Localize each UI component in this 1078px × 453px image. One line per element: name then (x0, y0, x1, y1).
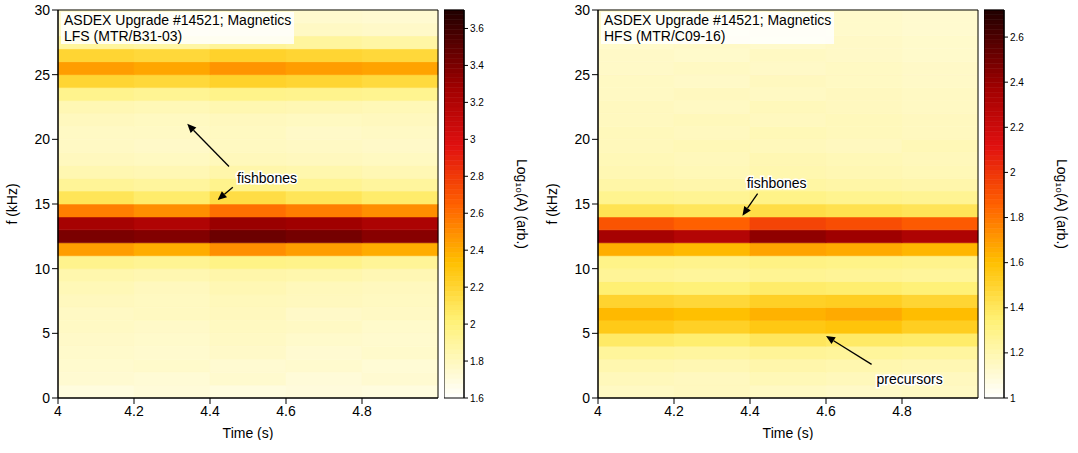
svg-text:15: 15 (34, 196, 50, 212)
svg-text:4.2: 4.2 (664, 403, 684, 419)
svg-text:1.4: 1.4 (1010, 302, 1024, 313)
svg-text:2: 2 (470, 319, 476, 330)
svg-text:1.8: 1.8 (1010, 212, 1024, 223)
svg-text:4.8: 4.8 (352, 403, 372, 419)
svg-text:4.4: 4.4 (200, 403, 220, 419)
html-text:LFS (MTR/B31-03): LFS (MTR/B31-03) (64, 28, 183, 44)
svg-text:15: 15 (574, 196, 590, 212)
html-text:HFS (MTR/C09-16): HFS (MTR/C09-16) (604, 28, 726, 44)
svg-text:fishbones: fishbones (747, 175, 807, 191)
svg-text:10: 10 (574, 261, 590, 277)
svg-text:4.6: 4.6 (276, 403, 296, 419)
svg-text:2.2: 2.2 (470, 282, 484, 293)
svg-text:f (kHz): f (kHz) (544, 183, 560, 224)
svg-text:0: 0 (582, 390, 590, 406)
svg-text:20: 20 (574, 131, 590, 147)
svg-text:fishbones: fishbones (237, 170, 297, 186)
svg-text:1.2: 1.2 (1010, 347, 1024, 358)
svg-text:Time (s): Time (s) (223, 425, 274, 440)
svg-text:2.2: 2.2 (1010, 122, 1024, 133)
svg-text:1.6: 1.6 (470, 393, 484, 404)
svg-text:precursors: precursors (877, 371, 943, 387)
svg-text:3.6: 3.6 (470, 23, 484, 34)
svg-text:4.6: 4.6 (816, 403, 836, 419)
svg-text:4.4: 4.4 (740, 403, 760, 419)
svg-text:4.8: 4.8 (892, 403, 912, 419)
svg-text:3: 3 (470, 134, 476, 145)
svg-text:4: 4 (54, 403, 62, 419)
svg-text:2.4: 2.4 (470, 245, 484, 256)
html-text:ASDEX Upgrade #14521; Magnetic: ASDEX Upgrade #14521; Magnetics (64, 12, 292, 28)
svg-text:1.6: 1.6 (1010, 257, 1024, 268)
svg-text:25: 25 (34, 67, 50, 83)
svg-text:Time (s): Time (s) (763, 425, 814, 440)
html-text:ASDEX Upgrade #14521; Magnetic: ASDEX Upgrade #14521; Magnetics (604, 12, 832, 28)
svg-text:0: 0 (42, 390, 50, 406)
svg-text:10: 10 (34, 261, 50, 277)
svg-text:2.4: 2.4 (1010, 77, 1024, 88)
svg-text:20: 20 (34, 131, 50, 147)
svg-text:Log₁₀(A) (arb.): Log₁₀(A) (arb.) (514, 159, 530, 249)
svg-text:2.6: 2.6 (1010, 32, 1024, 43)
svg-text:1: 1 (1010, 393, 1016, 404)
svg-text:2.6: 2.6 (470, 208, 484, 219)
svg-text:3.4: 3.4 (470, 60, 484, 71)
svg-text:30: 30 (34, 2, 50, 18)
svg-text:5: 5 (42, 325, 50, 341)
svg-text:4.2: 4.2 (124, 403, 144, 419)
svg-text:2: 2 (1010, 167, 1016, 178)
svg-text:3.2: 3.2 (470, 97, 484, 108)
svg-text:4: 4 (594, 403, 602, 419)
svg-text:30: 30 (574, 2, 590, 18)
svg-text:2.8: 2.8 (470, 171, 484, 182)
svg-text:f (kHz): f (kHz) (4, 183, 20, 224)
svg-text:Log₁₀(A) (arb.): Log₁₀(A) (arb.) (1054, 159, 1070, 249)
svg-text:1.8: 1.8 (470, 356, 484, 367)
svg-text:25: 25 (574, 67, 590, 83)
svg-text:5: 5 (582, 325, 590, 341)
